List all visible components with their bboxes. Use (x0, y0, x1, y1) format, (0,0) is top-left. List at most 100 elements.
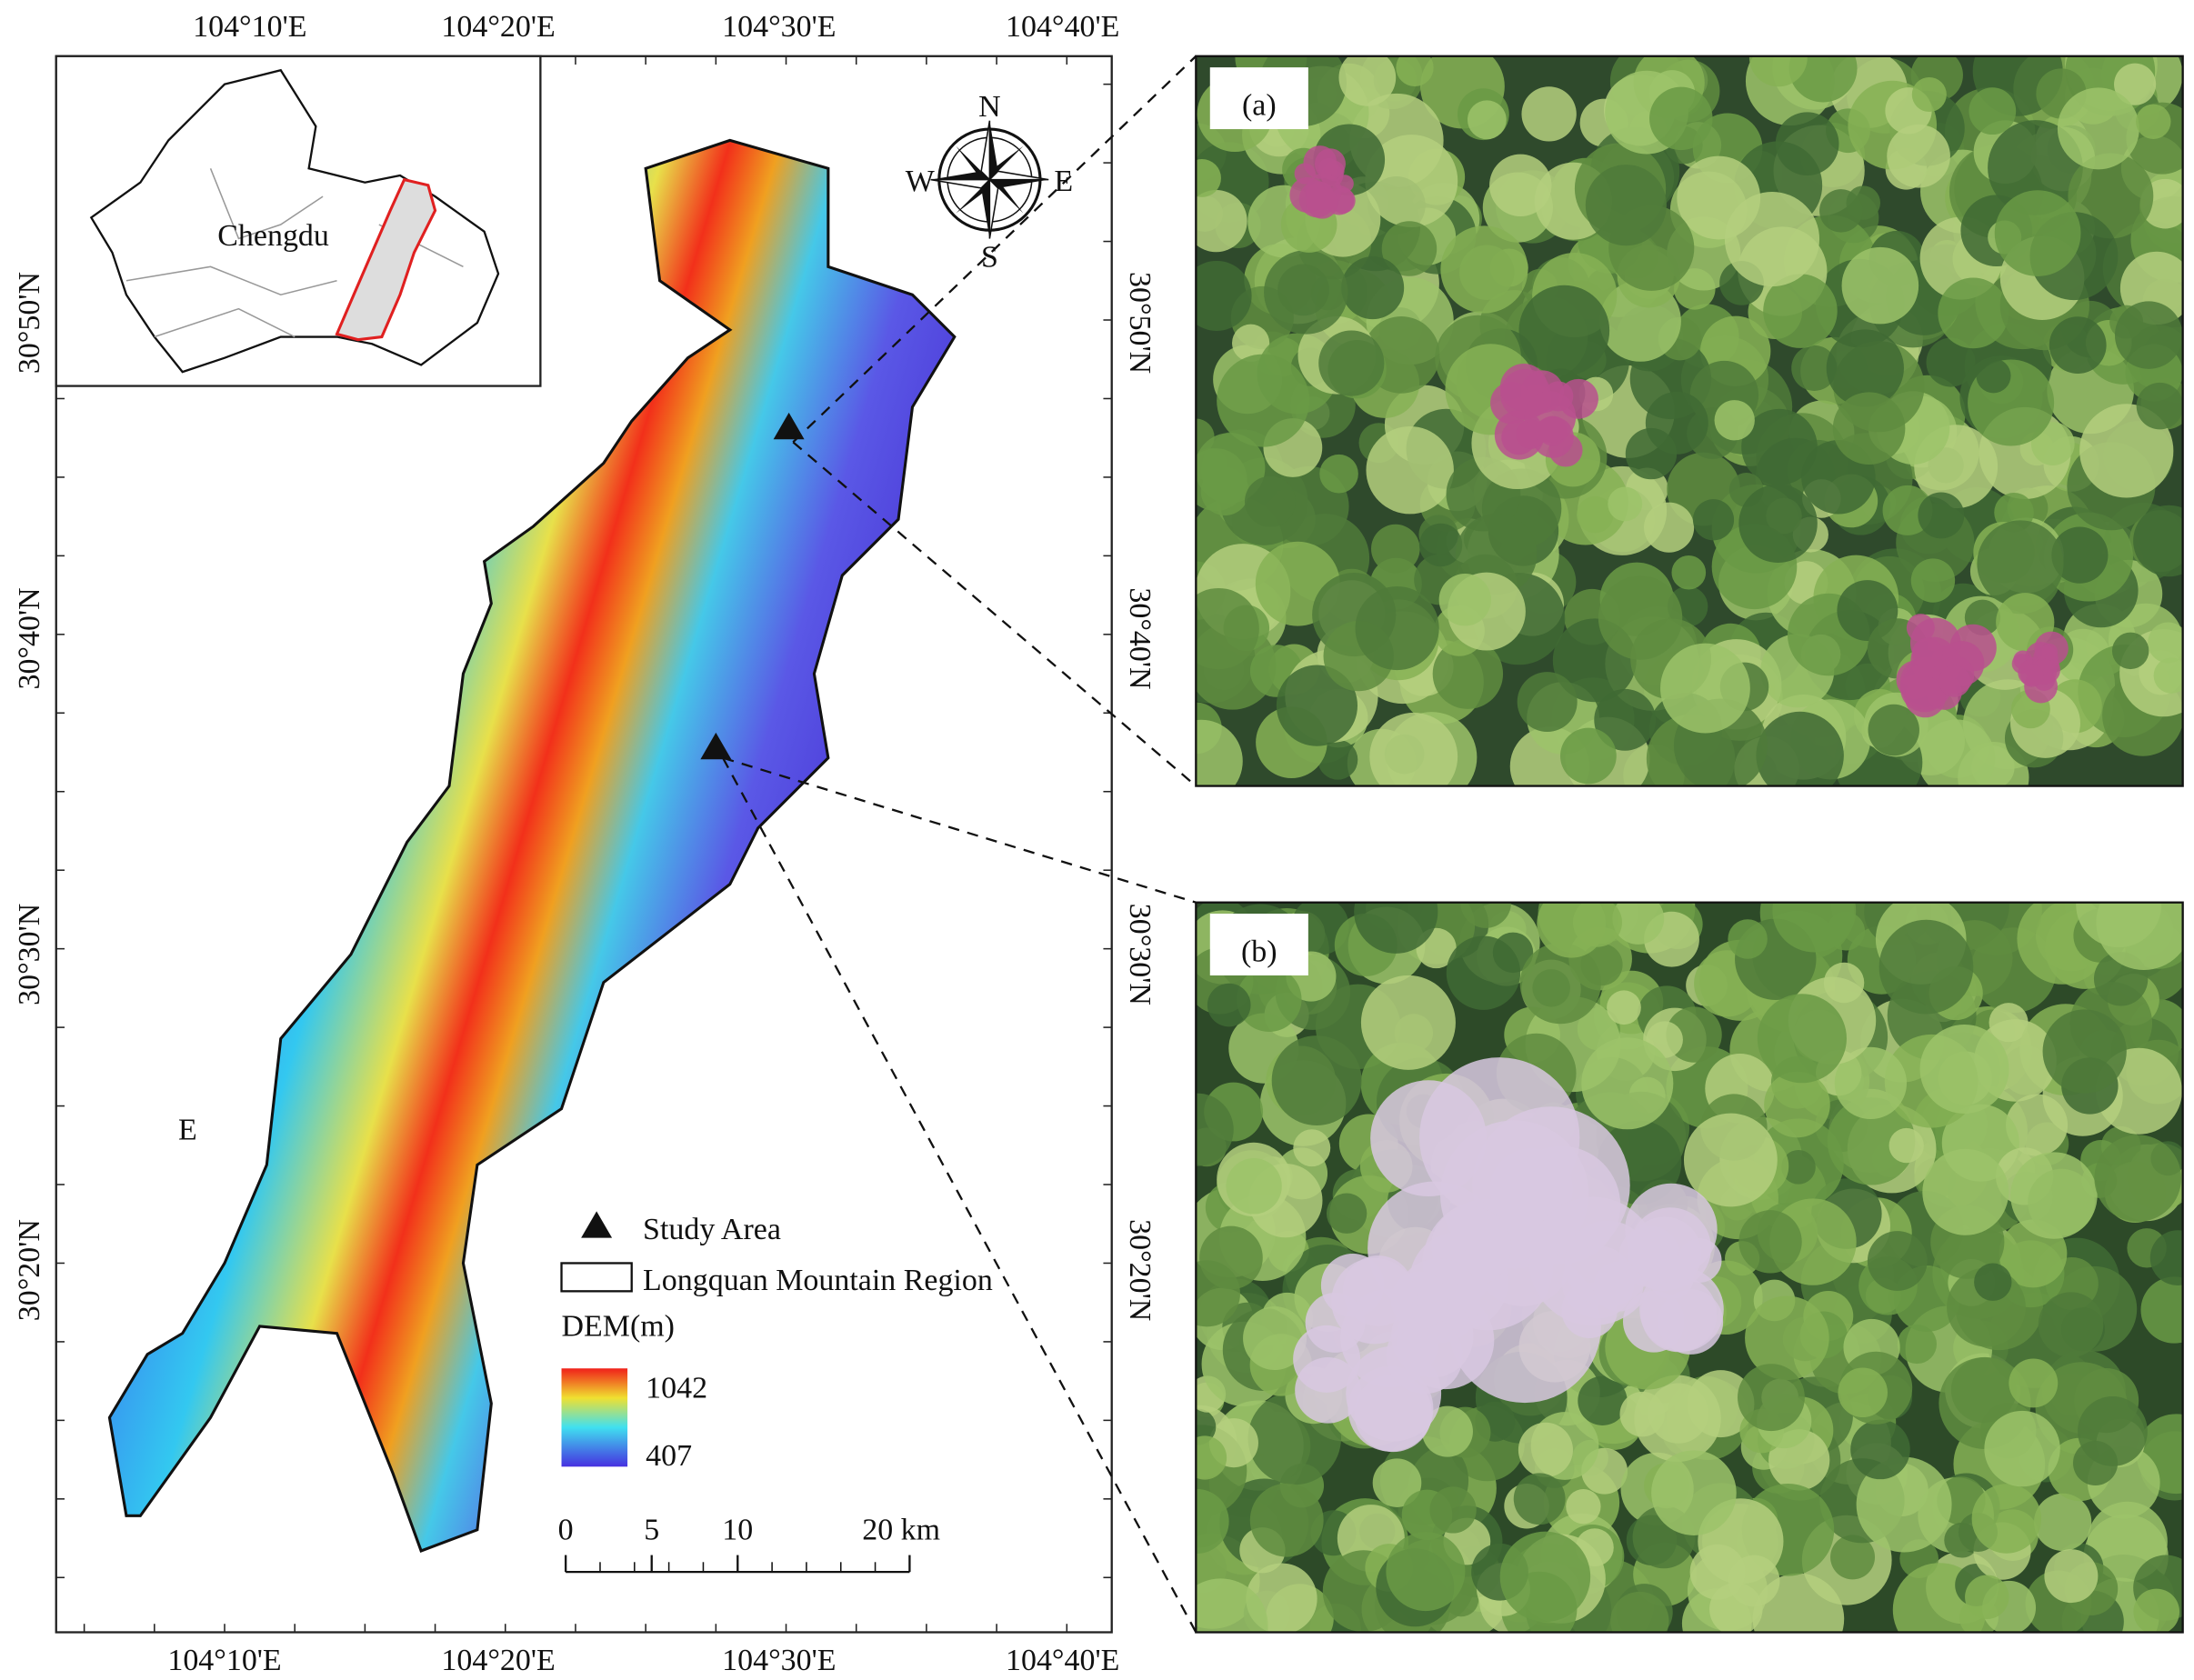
canopy (1594, 688, 1657, 751)
legend-study-area: Study Area (643, 1213, 781, 1246)
canopy (1293, 1129, 1331, 1167)
canopy (1888, 1127, 1924, 1164)
canopy (1819, 189, 1863, 233)
scale-label: 0 (558, 1514, 574, 1547)
canopy (2111, 632, 2149, 670)
canopy-highlight (2041, 643, 2059, 660)
top-coord-label: 104°30'E (722, 10, 836, 44)
left-coord-label: 30°50'N (13, 272, 46, 374)
canopy (1446, 935, 1521, 1010)
canopy (2042, 1009, 2127, 1094)
canopy (1196, 260, 1252, 331)
canopy (1438, 574, 1491, 626)
canopy (1988, 120, 2083, 215)
canopy (1976, 358, 2011, 394)
canopy (1856, 1456, 1952, 1553)
canopy (2148, 622, 2183, 664)
canopy (1764, 1071, 1830, 1138)
canopy (1196, 1260, 1240, 1327)
canopy (1612, 902, 1665, 945)
canopy (1738, 1210, 1802, 1274)
canopy (1926, 337, 1976, 387)
canopy (1317, 739, 1358, 780)
canopy (1791, 345, 1838, 391)
canopy (1489, 154, 1552, 217)
canopy (2094, 1135, 2182, 1222)
canopy (2057, 87, 2139, 170)
canopy (1919, 1024, 2009, 1114)
canopy (1467, 100, 1507, 140)
canopy (1724, 191, 1820, 287)
canopy (1338, 55, 1397, 106)
canopy (1644, 502, 1695, 553)
top-coord-label: 104°20'E (441, 10, 555, 44)
canopy (1319, 454, 1358, 494)
canopy (2049, 316, 2107, 375)
right-coord-label: 30°30'N (1123, 904, 1157, 1005)
canopy (1264, 250, 1348, 335)
canopy (1243, 1306, 1307, 1371)
canopy (1237, 966, 1302, 1032)
canopy-highlight (1639, 1267, 1724, 1352)
canopy (1365, 135, 1458, 228)
canopy (1537, 902, 1607, 958)
canopy (2136, 104, 2171, 140)
canopy (1651, 1450, 1737, 1535)
canopy (2114, 63, 2157, 105)
canopy (1381, 221, 1438, 276)
canopy (1826, 329, 1904, 407)
canopy (1625, 427, 1678, 480)
canopy (1841, 246, 1919, 325)
canopy (1692, 499, 1735, 541)
canopy (2038, 1292, 2104, 1357)
canopy (1850, 1419, 1910, 1480)
canopy (1781, 1149, 1816, 1185)
canopy (1499, 1531, 1591, 1623)
canopy (1196, 719, 1243, 786)
canopy (1196, 587, 1259, 670)
panel-a (1196, 55, 2183, 786)
canopy (1748, 55, 1808, 87)
leader-lines (722, 55, 1197, 1634)
panel-b-label: (b) (1241, 935, 1277, 969)
canopy (2044, 1549, 2099, 1604)
canopy-highlight (1305, 1293, 1366, 1353)
canopy (1196, 1488, 1229, 1555)
canopy (2010, 1152, 2098, 1239)
right-coord-label: 30°20'N (1123, 1219, 1157, 1321)
canopy (1994, 190, 2081, 276)
canopy (1518, 1422, 1573, 1477)
right-coord-label: 30°40'N (1123, 587, 1157, 689)
canopy (1196, 448, 1247, 512)
canopy (1763, 274, 1838, 348)
dem-region (107, 138, 957, 1553)
top-coord-label: 104°40'E (1006, 10, 1119, 44)
canopy (1897, 1324, 1937, 1365)
canopy (1249, 1483, 1324, 1557)
canopy-highlight (1593, 1261, 1644, 1312)
canopy (1369, 712, 1458, 786)
bottom-coord-label: 104°40'E (1006, 1644, 1119, 1677)
right-coord-label: 30°50'N (1123, 272, 1157, 374)
canopy (1244, 475, 1297, 527)
canopy (1938, 277, 2009, 349)
canopy (1741, 408, 1818, 485)
canopy (2051, 526, 2109, 584)
legend-dem-min: 407 (646, 1439, 692, 1473)
canopy (1971, 1484, 2042, 1554)
canopy (2114, 301, 2183, 369)
canopy (1922, 1148, 2009, 1235)
canopy-highlight (2020, 664, 2044, 687)
canopy (1196, 189, 1247, 253)
top-coord-label: 104°10'E (193, 10, 306, 44)
canopy (1355, 585, 1439, 671)
canopy (1418, 523, 1463, 567)
canopy (1566, 1488, 1601, 1525)
canopy (2133, 1588, 2180, 1633)
bottom-coord-label: 104°20'E (441, 1644, 555, 1677)
canopy (1867, 1231, 1928, 1291)
canopy (1878, 919, 1974, 1015)
study-area-marker (700, 732, 732, 760)
panel-b-frame (1195, 901, 2184, 1634)
canopy (1671, 555, 1707, 590)
